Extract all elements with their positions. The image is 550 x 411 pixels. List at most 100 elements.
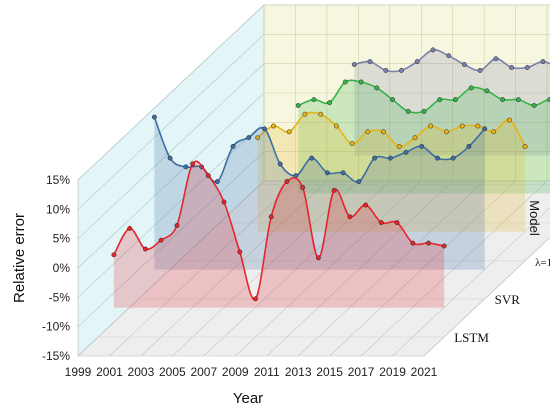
data-point [372,155,378,161]
data-point [363,202,369,208]
data-point [214,179,220,185]
data-point [268,214,274,220]
chart-grid [77,4,550,357]
series-line [113,160,445,300]
data-point [302,111,308,117]
series-area [257,112,526,232]
data-point [410,240,416,246]
x-tick-label: 2021 [411,365,438,379]
data-point [421,108,427,114]
grid-line [140,180,328,357]
data-point [167,155,173,161]
data-point [435,155,440,161]
data-point [524,65,530,70]
data-point [522,144,528,149]
grid-line [172,180,359,357]
data-point [414,59,420,65]
x-tick-label: 2001 [96,365,123,379]
x-tick-label: 2005 [159,365,186,379]
grid-line [297,180,485,357]
x-tick-label: 2019 [379,365,406,379]
data-point [277,161,283,167]
data-point [333,123,339,129]
grid-line [329,180,516,357]
data-point [127,225,133,231]
data-point [255,135,261,141]
data-point [491,129,497,135]
data-point [378,220,384,226]
data-point [399,67,404,73]
model-label-SVR: SVR [495,292,521,307]
data-point [311,97,317,103]
z-axis-title: Model [527,200,542,236]
y-tick-label: -5% [49,290,71,304]
data-point [482,126,488,132]
data-point [351,62,357,67]
data-point [412,135,418,141]
y-tick-label: 10% [46,202,70,216]
series-SVR [151,114,488,270]
grid-line [77,4,265,181]
series-LSTM [111,160,447,308]
data-point [111,252,117,258]
x-axis-title: Year [233,390,263,407]
x-tick-label: 2011 [254,365,280,379]
x-tick-label: 2009 [222,365,249,379]
data-point [437,97,443,103]
data-point [183,164,189,170]
data-point [295,103,301,108]
data-point [158,237,164,243]
series-λ=1 [255,111,528,232]
data-point [444,129,449,135]
data-point [237,249,243,255]
data-point [477,67,483,73]
data-point [531,103,537,108]
data-point [151,114,157,120]
series-area [113,161,445,308]
data-point [500,97,506,103]
grid-line [392,207,550,357]
data-point [390,97,395,103]
data-point [484,88,490,94]
data-point [509,65,515,70]
grid-line [77,34,265,210]
grid-line [77,63,265,239]
data-point [381,129,386,135]
grid-line [77,151,265,327]
series-area [354,49,550,156]
data-point [540,59,546,65]
data-point [475,123,481,129]
data-point [309,155,315,161]
data-point [342,79,348,85]
data-point [262,126,267,132]
x-tick-label: 2013 [285,365,312,379]
data-point [340,170,346,176]
x-tick-label: 2015 [316,365,343,379]
data-point [419,143,425,149]
data-point [142,246,148,252]
series-area [298,80,550,194]
data-point [253,296,258,302]
data-point [441,243,447,249]
data-point [315,255,321,261]
data-point [459,123,465,129]
y-tick-label: -15% [42,349,70,363]
data-point [347,214,353,220]
data-point [365,129,371,135]
data-point [394,220,400,226]
data-point [374,85,380,91]
data-point [221,199,227,205]
data-point [190,161,196,167]
model-label-LSTM: LSTM [454,330,489,345]
data-point [327,100,333,106]
grid-line [77,92,265,269]
grid-line [266,180,453,357]
y-axis-title: Relative error [11,213,28,303]
data-point [450,155,456,161]
data-point [246,135,252,141]
data-point [286,129,292,135]
data-point [430,47,436,53]
y-tick-label: 15% [46,173,70,187]
data-point [446,53,452,59]
